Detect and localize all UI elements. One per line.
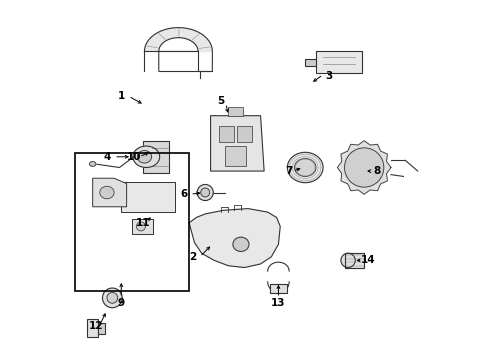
Polygon shape	[210, 116, 264, 171]
Text: 14: 14	[360, 255, 374, 265]
Polygon shape	[189, 208, 280, 267]
Polygon shape	[337, 141, 390, 194]
Text: 12: 12	[89, 321, 103, 332]
Polygon shape	[144, 28, 212, 51]
Polygon shape	[93, 178, 126, 207]
Ellipse shape	[197, 184, 213, 201]
Bar	[98, 323, 105, 334]
Ellipse shape	[136, 222, 145, 231]
Text: 5: 5	[217, 96, 224, 107]
Text: 9: 9	[118, 298, 124, 308]
Polygon shape	[142, 141, 169, 173]
Ellipse shape	[340, 253, 354, 267]
Bar	[344, 253, 364, 267]
Bar	[87, 319, 98, 337]
Ellipse shape	[137, 150, 151, 163]
Polygon shape	[305, 59, 315, 66]
Text: 4: 4	[103, 152, 110, 162]
Bar	[75, 153, 189, 291]
Bar	[237, 126, 251, 143]
Ellipse shape	[102, 288, 122, 308]
Bar	[269, 284, 287, 293]
Ellipse shape	[201, 188, 209, 197]
Ellipse shape	[344, 148, 383, 187]
Text: 10: 10	[126, 152, 141, 162]
Bar	[132, 219, 153, 234]
Text: 8: 8	[372, 166, 380, 176]
Bar	[219, 126, 233, 143]
Ellipse shape	[107, 293, 118, 303]
Bar	[344, 253, 364, 267]
Ellipse shape	[89, 162, 96, 166]
Bar	[224, 146, 246, 166]
Text: 1: 1	[118, 91, 124, 101]
Text: 13: 13	[271, 298, 285, 308]
Text: 3: 3	[324, 71, 331, 81]
Ellipse shape	[287, 152, 323, 183]
Ellipse shape	[133, 146, 160, 167]
Ellipse shape	[232, 237, 248, 251]
Polygon shape	[315, 51, 362, 73]
Ellipse shape	[294, 158, 315, 176]
Text: 6: 6	[180, 189, 187, 199]
Bar	[228, 107, 242, 116]
Polygon shape	[121, 182, 175, 212]
Text: 7: 7	[285, 166, 292, 176]
Text: 2: 2	[189, 252, 196, 262]
Text: 11: 11	[135, 218, 150, 228]
Ellipse shape	[100, 186, 114, 199]
